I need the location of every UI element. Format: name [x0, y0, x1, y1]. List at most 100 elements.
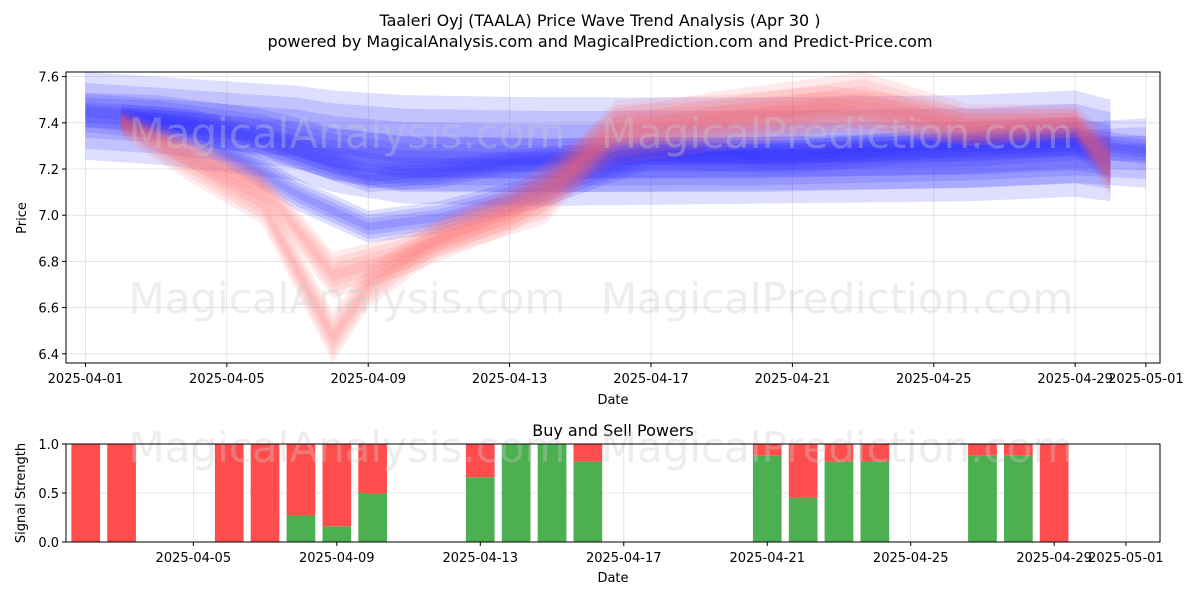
price-band-red-4-layer-3 — [120, 103, 1111, 344]
price-band-blue-0-layer-2 — [85, 93, 1111, 179]
price-band-blue-1-layer-3 — [85, 107, 1146, 173]
price-y-tick-label: 6.8 — [38, 255, 59, 270]
signal-y-axis-label: Signal Strength — [14, 443, 29, 543]
sell-bar — [824, 444, 854, 462]
buy-bar — [573, 461, 603, 542]
buy-bar — [1004, 455, 1033, 542]
chart-subtitle: powered by MagicalAnalysis.com and Magic… — [267, 32, 932, 51]
buy-bar — [358, 493, 387, 542]
sell-bar — [788, 444, 818, 498]
price-band-blue-0-layer-3 — [85, 104, 1111, 166]
price-band-blue-2-layer-0 — [120, 104, 1146, 193]
sell-bar — [214, 444, 244, 542]
sell-bar — [286, 444, 316, 516]
price-plot-area — [66, 72, 1160, 363]
price-band-red-5-layer-1 — [120, 78, 1111, 293]
price-x-tick-label: 2025-04-05 — [189, 372, 265, 387]
price-watermark-right-2: MagicalPrediction.com — [601, 274, 1074, 323]
sell-bar — [573, 444, 603, 462]
price-x-tick-label: 2025-04-29 — [1037, 372, 1113, 387]
price-band-red-4-layer-1 — [120, 91, 1111, 357]
signal-y-tick-label: 0.0 — [38, 536, 59, 551]
price-plot-frame — [65, 71, 1161, 364]
price-x-tick-label: 2025-04-09 — [330, 372, 406, 387]
price-grid — [66, 72, 1160, 363]
signal-watermark-right: MagicalPrediction.com — [601, 423, 1074, 472]
price-x-tick-label: 2025-04-13 — [472, 372, 548, 387]
price-band-blue-2-layer-1 — [120, 107, 1146, 189]
signal-x-tick-label: 2025-05-01 — [1088, 551, 1164, 566]
price-x-tick-label: 2025-04-25 — [896, 372, 972, 387]
buy-bar — [537, 444, 567, 542]
price-wave-bands — [85, 72, 1146, 363]
price-band-red-5-layer-0 — [120, 72, 1111, 299]
price-band-blue-1-layer-2 — [85, 102, 1146, 179]
signal-x-tick-label: 2025-04-21 — [729, 551, 805, 566]
sell-bar — [968, 444, 997, 456]
chart-title: Taaleri Oyj (TAALA) Price Wave Trend Ana… — [378, 11, 820, 30]
price-band-blue-3-layer-0 — [120, 109, 1111, 243]
sell-bar — [1039, 444, 1069, 542]
price-band-blue-2-layer-3 — [120, 113, 1146, 182]
buy-bar — [860, 461, 890, 542]
sell-bar — [465, 444, 495, 478]
signal-x-tick-label: 2025-04-05 — [156, 551, 232, 566]
signal-x-tick-label: 2025-04-13 — [443, 551, 519, 566]
sell-bar — [322, 444, 352, 527]
sell-bar — [752, 444, 782, 456]
price-watermark-left: MagicalAnalysis.com — [129, 109, 566, 158]
signal-title: Buy and Sell Powers — [532, 421, 694, 440]
buy-bar — [752, 455, 782, 542]
signal-y-tick-label: 0.5 — [38, 487, 59, 502]
sell-bar — [860, 444, 890, 462]
signal-bars — [71, 444, 1069, 542]
price-band-blue-1-layer-1 — [85, 97, 1146, 186]
buy-bar — [824, 461, 854, 542]
price-y-axis-label: Price — [15, 202, 30, 234]
price-x-axis-label: Date — [597, 393, 628, 408]
buy-bar — [788, 497, 818, 542]
sell-bar — [107, 444, 136, 542]
signal-panel: Buy and Sell Powers MagicalAnalysis.com … — [14, 421, 1164, 586]
price-band-red-5-layer-2 — [120, 85, 1111, 287]
signal-x-tick-label: 2025-04-17 — [586, 551, 662, 566]
price-x-tick-label: 2025-05-01 — [1108, 372, 1184, 387]
price-band-blue-3-layer-1 — [120, 111, 1111, 239]
buy-bar — [465, 477, 495, 542]
price-band-blue-0-layer-0 — [85, 72, 1111, 206]
signal-x-tick-label: 2025-04-09 — [299, 551, 375, 566]
sell-bar — [250, 444, 280, 542]
price-x-tick-label: 2025-04-17 — [613, 372, 689, 387]
signal-y-tick-label: 1.0 — [38, 438, 59, 453]
signal-x-tick-label: 2025-04-25 — [873, 551, 949, 566]
price-band-red-4-layer-0 — [120, 85, 1111, 363]
signal-watermark-left: MagicalAnalysis.com — [129, 423, 566, 472]
price-band-red-4-layer-2 — [120, 97, 1111, 351]
price-band-blue-3-layer-2 — [120, 114, 1111, 235]
price-band-blue-0-layer-1 — [85, 83, 1111, 193]
buy-bar — [322, 526, 352, 542]
price-band-blue-1-layer-0 — [85, 92, 1146, 193]
price-y-tick-label: 7.6 — [38, 71, 59, 86]
price-watermark-right: MagicalPrediction.com — [601, 109, 1074, 158]
price-band-red-5-layer-3 — [120, 92, 1111, 281]
price-x-tick-label: 2025-04-01 — [48, 372, 124, 387]
signal-x-axis-label: Date — [597, 571, 628, 586]
price-y-tick-label: 6.6 — [38, 302, 59, 317]
signal-axes: 2025-04-05 2025-04-09 2025-04-13 2025-04-17… — [38, 438, 1163, 566]
price-y-tick-label: 7.0 — [38, 209, 59, 224]
price-axes: 2025-04-01 2025-04-05 2025-04-09 2025-04-13… — [38, 71, 1183, 387]
signal-x-tick-label: 2025-04-29 — [1016, 551, 1092, 566]
price-panel: MagicalAnalysis.com MagicalPrediction.co… — [15, 71, 1184, 408]
price-watermark-left-2: MagicalAnalysis.com — [129, 274, 566, 323]
buy-bar — [968, 455, 997, 542]
buy-bar — [501, 444, 531, 542]
price-y-tick-label: 6.4 — [38, 348, 59, 363]
sell-bar — [71, 444, 101, 542]
price-x-tick-label: 2025-04-21 — [755, 372, 831, 387]
sell-bar — [1004, 444, 1033, 456]
price-band-blue-2-layer-2 — [120, 110, 1146, 186]
price-y-tick-label: 7.2 — [38, 163, 59, 178]
buy-bar — [286, 515, 316, 542]
